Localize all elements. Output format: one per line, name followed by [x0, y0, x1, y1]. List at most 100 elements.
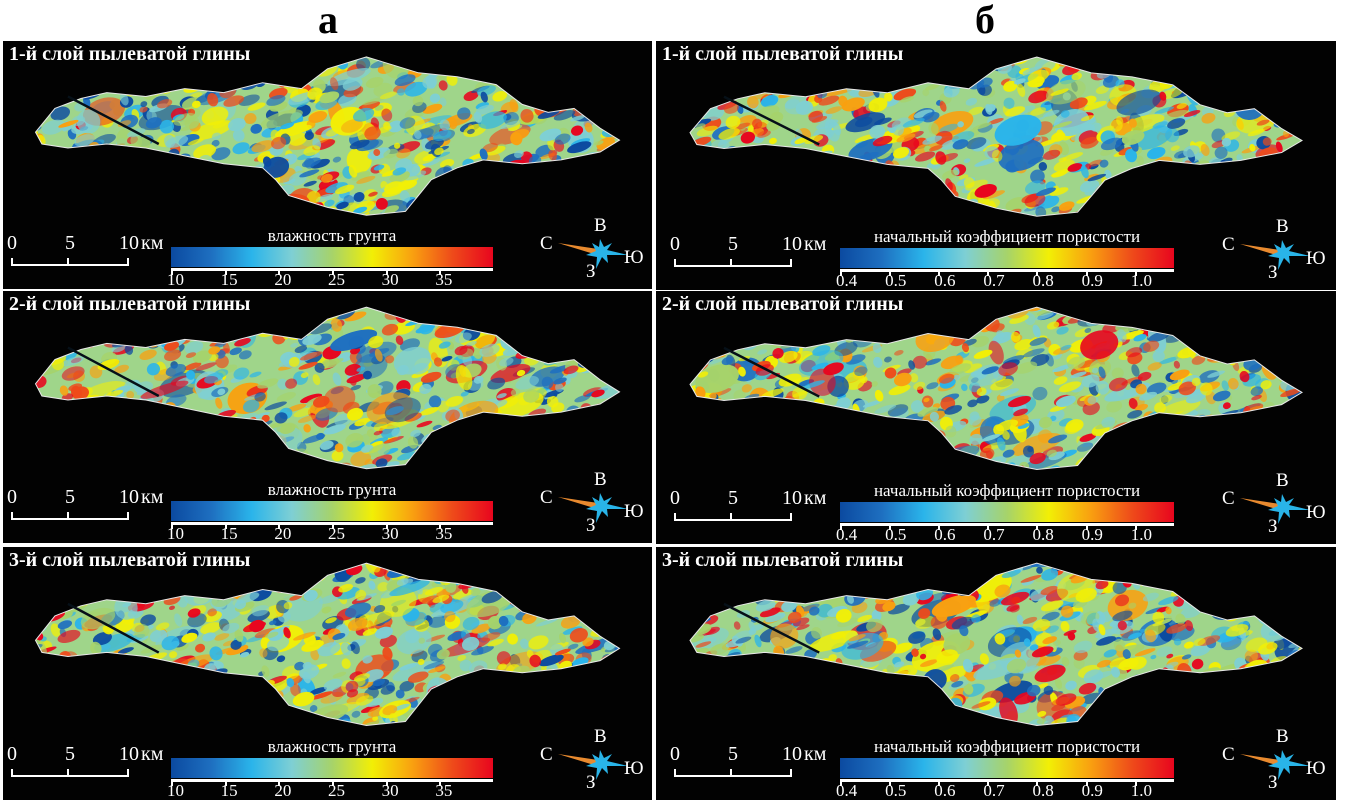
compass-label-east: В	[1276, 470, 1289, 491]
scale-tick-label: 0	[7, 743, 17, 765]
scale-tick-label: 10	[782, 743, 802, 765]
colorbar-tick	[385, 268, 388, 275]
colorbar-gradient	[840, 502, 1174, 522]
colorbar-tick	[171, 779, 173, 786]
region-outline	[34, 306, 621, 470]
scale-mid-tick	[67, 512, 69, 519]
scale-bar: 0 5 10 км	[670, 743, 826, 784]
river-line	[67, 95, 160, 146]
colorbar-tick	[385, 522, 388, 529]
river-line	[723, 346, 820, 398]
colorbar-tick-label: 0.6	[934, 271, 956, 290]
colorbar-tick-label: 20	[274, 781, 292, 800]
colorbar-tick	[332, 779, 334, 786]
scale-line	[674, 513, 792, 521]
colorbar-tick	[385, 779, 388, 786]
panel-title: 1-й слой пылеватой глины	[662, 43, 904, 65]
scale-unit: км	[804, 743, 827, 765]
scale-line	[674, 769, 792, 777]
colorbar-tick-label: 30	[381, 781, 399, 800]
region-outline	[689, 306, 1303, 471]
scale-bar: 0 5 10 км	[7, 486, 163, 527]
colorbar-tick-label: 0.7	[983, 525, 1005, 544]
colorbar-tick-label: 0.6	[934, 525, 956, 544]
colorbar-tick-label: 10	[167, 270, 184, 289]
colorbar-tick	[889, 779, 892, 786]
colorbar-tick-label: 1.0	[1130, 781, 1152, 800]
colorbar-tick-label: 25	[328, 524, 345, 543]
map-panel-a-layer-2: 2-й слой пылеватой глины 0 5 10 км влажность …	[3, 291, 652, 543]
scale-bar: 0 5 10 км	[7, 233, 163, 273]
colorbar-tick	[840, 779, 842, 786]
colorbar-tick-label: 35	[435, 270, 453, 289]
river-line	[67, 346, 160, 398]
compass-label-east: В	[1276, 216, 1289, 237]
colorbar-tick	[439, 268, 442, 275]
scale-unit: км	[141, 232, 164, 254]
colorbar-tick-label: 0.8	[1032, 781, 1054, 800]
colorbar-tick-label: 0.7	[983, 781, 1005, 800]
colorbar-legend: влажность грунта 10 15 20 25 30 35	[167, 737, 493, 800]
scale-tick-label: 5	[65, 486, 75, 508]
colorbar-tick-label: 1.0	[1130, 525, 1152, 544]
colorbar-tick	[332, 522, 334, 529]
compass-label-east: В	[1276, 726, 1289, 747]
scale-tick-label: 5	[728, 743, 738, 765]
colorbar-tick-label: 10	[167, 524, 184, 543]
colorbar-tick	[278, 779, 281, 786]
scale-tick-label: 0	[7, 486, 17, 508]
compass-label-south: Ю	[624, 758, 644, 779]
colorbar-legend: влажность грунта 10 15 20 25 30 35	[167, 480, 493, 543]
panel-title: 3-й слой пылеватой глины	[9, 549, 251, 571]
compass-label-east: В	[594, 726, 607, 747]
colorbar-tick	[224, 779, 227, 786]
colorbar-tick-label: 0.9	[1081, 781, 1103, 800]
colorbar-tick-label: 30	[381, 270, 399, 289]
colorbar-tick	[439, 522, 442, 529]
colorbar-tick	[1085, 523, 1088, 530]
colorbar-tick-label: 10	[167, 781, 184, 800]
compass-label-west: З	[586, 261, 596, 282]
colorbar-tick	[224, 268, 227, 275]
compass-label-west: З	[586, 515, 596, 536]
scale-tick-label: 10	[119, 232, 139, 254]
scale-tick-label: 5	[65, 743, 75, 765]
scale-bar: 0 5 10 км	[7, 743, 163, 784]
compass-icon	[1240, 750, 1310, 780]
colorbar-tick-label: 0.5	[885, 781, 907, 800]
colorbar-tick	[889, 523, 892, 530]
value-blobs	[35, 56, 620, 216]
spatial-distribution-map	[689, 56, 1303, 217]
scale-tick-label: 10	[119, 486, 139, 508]
colorbar-axis	[840, 523, 1174, 526]
panel-title: 1-й слой пылеватой глины	[9, 43, 251, 65]
map-panel-a-layer-3: 3-й слой пылеватой глины 0 5 10 км влажность …	[3, 547, 652, 800]
scale-unit: км	[141, 486, 164, 508]
scale-tick-label: 0	[670, 233, 680, 255]
scale-mid-tick	[67, 258, 69, 265]
compass-label-north: С	[540, 233, 553, 254]
region-outline	[34, 562, 621, 727]
scale-mid-tick	[730, 259, 732, 266]
scale-line	[11, 512, 129, 520]
river-line	[723, 602, 820, 654]
colorbar-tick-label: 20	[274, 524, 292, 543]
colorbar-tick-label: 0.6	[934, 781, 956, 800]
spatial-distribution-map	[34, 306, 621, 470]
scale-tick-label: 10	[782, 487, 802, 509]
colorbar-gradient	[171, 501, 493, 521]
colorbar-tick-label: 35	[435, 781, 453, 800]
scale-mid-tick	[730, 769, 732, 776]
scale-tick-label: 5	[728, 233, 738, 255]
colorbar-tick-label: 0.4	[836, 525, 858, 544]
colorbar-tick	[224, 522, 227, 529]
compass-label-north: С	[1222, 744, 1235, 765]
panel-title: 2-й слой пылеватой глины	[662, 293, 904, 315]
region-outline	[689, 562, 1303, 727]
compass-icon	[1240, 240, 1310, 270]
map-panel-b-layer-2: 2-й слой пылеватой глины 0 5 10 км начальный …	[656, 291, 1336, 544]
colorbar-tick-label: 15	[220, 781, 238, 800]
compass-label-east: В	[594, 469, 607, 490]
